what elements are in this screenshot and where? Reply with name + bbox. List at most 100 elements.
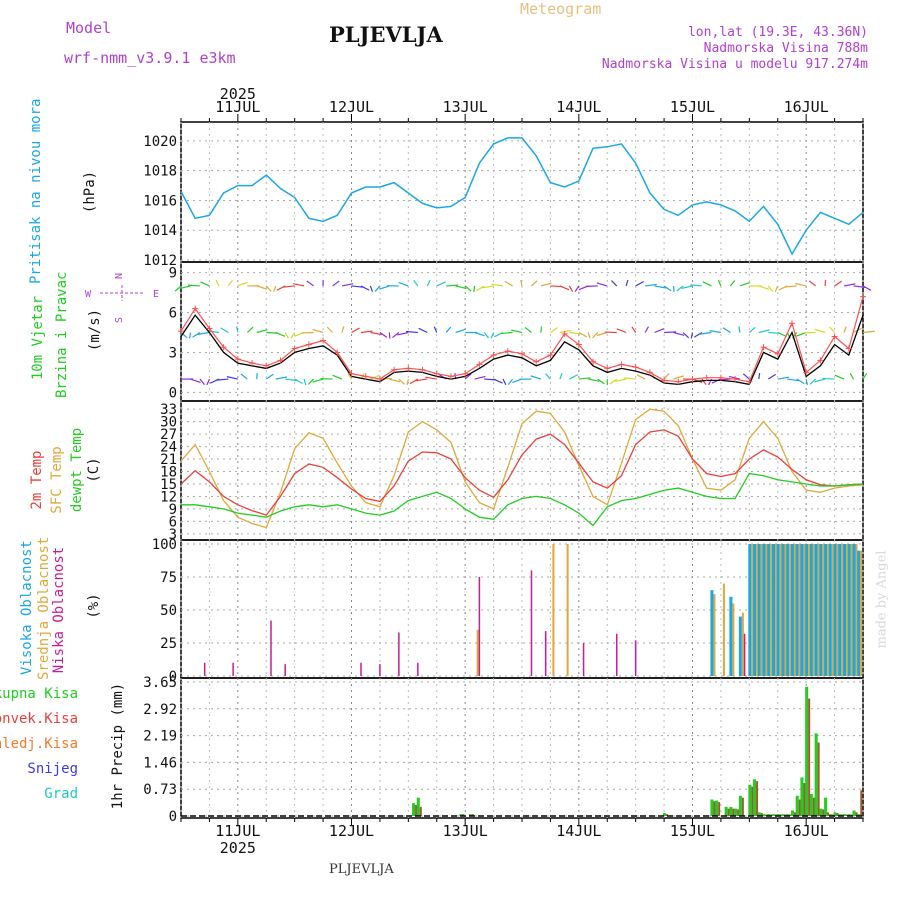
wind-barb [739,282,751,287]
cloud-bar-mid [775,544,778,676]
cloud-bar-high [790,544,794,676]
temp-ytick: 3 [169,527,177,543]
cloud-bar-high [757,544,761,676]
cloud-bar-mid [784,544,787,676]
precip-ytick: 0.73 [143,782,177,798]
wind-barb [265,285,272,292]
precip-bar-total [805,686,809,816]
precip-bar-total [819,808,823,816]
wind-barb [530,375,542,380]
cloud-bar-high [852,544,856,676]
wind-barb [474,331,485,337]
cloud-bar-mid [846,544,849,676]
cloud-bar-low [478,577,481,676]
wind-barb [682,332,690,339]
cloud-bar-high [762,544,766,676]
wind-gust-marker [334,349,341,356]
wind-gust-marker [348,370,355,377]
day-label-top: 11JUL [215,98,260,116]
cloud-bar-low [232,662,234,676]
wind-barb [312,328,324,334]
wind-barb [796,378,805,385]
wind-barb [326,326,333,333]
precip-bar-total [459,814,463,816]
wind-barb [246,326,254,333]
wind-barb [540,282,552,287]
cloud-bar-high [753,544,757,676]
precip-bar-conv [793,812,796,816]
wind-barb [215,279,220,287]
wind-barb [360,285,370,291]
precip-bar-total [663,813,667,816]
wind-barb [559,285,570,291]
wind-barb [596,282,608,287]
wind-barb [663,285,672,292]
compass-cross [100,285,144,301]
precip-bar-total [833,812,837,816]
cloud-bar-mid [789,544,792,676]
wind-barb [290,332,296,339]
wind-barb [504,280,513,287]
wind-barb [426,279,431,287]
wind-barb [702,281,712,287]
wind-barb [701,378,707,386]
compass-n: N [114,273,125,279]
temp-ytick: 21 [160,452,177,468]
precip-bar-total [857,814,861,816]
wind-barb [413,279,419,287]
cloud-bar-mid [803,544,806,676]
pressure-ytick: 1012 [143,253,177,269]
wind-barb [834,374,845,380]
precip-bar-conv [808,698,811,816]
pressure-line [180,137,864,256]
wind-barb [200,281,210,287]
temp-ytick: 24 [160,440,177,456]
wind-barb [664,331,677,334]
wind-barb [392,332,400,339]
precip-bar-total [828,814,832,816]
precip-bar-total [748,784,752,816]
cloud-bar-low [379,664,381,676]
cloud-bar-mid [808,544,811,676]
wind-gust-marker [746,378,753,385]
wind-barb [227,279,233,287]
wind-barb [179,285,191,290]
wind-gust-marker [632,364,639,371]
wind-barb [455,328,466,334]
cloud-bar-low [582,643,585,676]
wind-barb [294,378,303,385]
wind-barb [795,282,807,287]
wind-barb [510,329,523,334]
wind-barb [351,327,360,334]
wind-barb [805,378,809,386]
cloud-bar-low [203,662,206,676]
precip-bar-conv [817,742,820,816]
cloud-bar-mid [760,544,763,676]
wind-gust-marker [433,370,440,377]
wind-barb [180,332,188,339]
wind-barb [237,281,248,287]
lonlat-text: lon,lat (19.3E, 43.36N) [687,25,868,40]
cloud-bar-low [270,620,272,676]
footer-station: PLJEVLJA [329,862,394,877]
wind-barb [748,326,756,333]
wind-barb [559,329,572,334]
cloud-bar-high [748,544,752,676]
cloud-bar-high [786,544,790,676]
wind-barb [370,374,380,380]
wind-barb [273,285,277,293]
wind-ytick: 6 [169,306,177,322]
wind-barb [784,285,797,288]
wind-barb [654,328,665,334]
temp-ytick: 9 [169,502,177,518]
wind-gust-marker [405,365,412,372]
wind-barb [409,378,419,385]
wind-gust-marker [675,378,682,385]
wind-barb [644,326,649,333]
wind-barb [862,330,875,334]
wind-gust-marker [305,341,312,348]
temp-ytick: 6 [169,514,177,530]
wind-gust-marker [561,330,568,337]
temp2m-line [180,429,864,516]
wind-gust-marker [703,374,710,381]
